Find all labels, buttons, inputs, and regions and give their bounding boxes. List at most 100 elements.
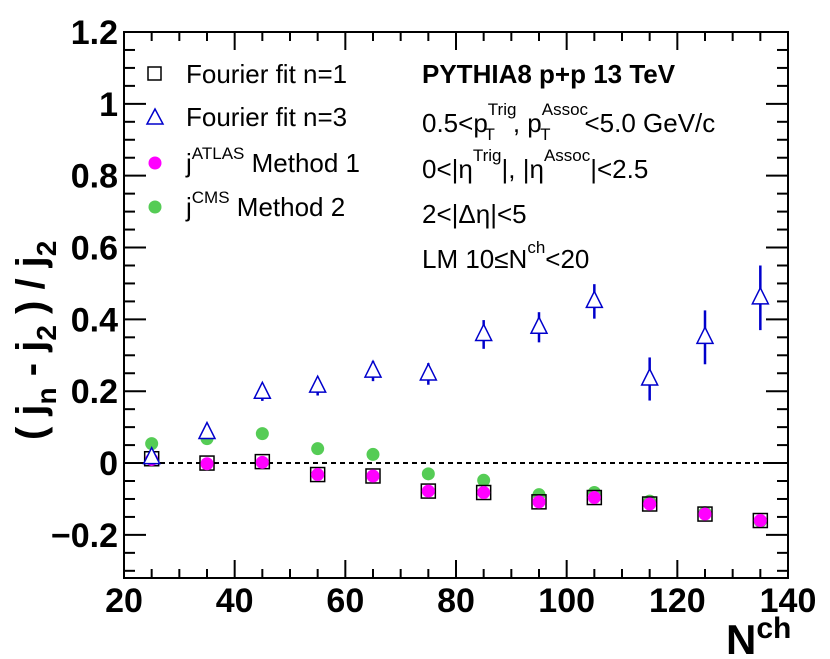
x-tick-label: 80 — [437, 582, 475, 620]
y-tick-label: 0.2 — [71, 373, 118, 411]
x-tick-label: 60 — [326, 582, 364, 620]
data-point-atlas — [477, 486, 491, 500]
legend-4-rest: Method 2 — [230, 192, 346, 222]
pt-sup2: Assoc — [542, 100, 589, 119]
data-point-n1 — [420, 483, 437, 499]
data-point-atlas — [421, 484, 435, 498]
legend-entry-3: jATLAS Method 1 — [185, 144, 360, 178]
annotation-pt: 0.5<pTrig T, pAssoc T <5.0 GeV/c — [422, 100, 715, 144]
legend-4-sup: CMS — [192, 188, 230, 207]
data-point-n3 — [695, 325, 715, 345]
y-tick-label: 0.6 — [71, 230, 118, 268]
data-point-cms — [477, 473, 491, 487]
data-point-atlas — [366, 469, 380, 483]
data-point-n3 — [585, 289, 604, 309]
data-point-n1 — [752, 512, 769, 529]
data-point-atlas — [643, 497, 657, 511]
data-point-cms — [145, 437, 159, 451]
y-title-close: ) / j — [9, 256, 53, 325]
x-title-sup: ch — [756, 612, 791, 645]
x-tick-label: 140 — [760, 582, 817, 620]
pt-prefix: 0.5<p — [422, 108, 488, 138]
x-tick-label: 120 — [649, 582, 706, 620]
data-point-atlas — [753, 514, 767, 528]
data-point-n3 — [363, 359, 383, 378]
eta-mid: |, |η — [502, 154, 544, 184]
legend-entry-4: jCMS Method 2 — [185, 188, 345, 222]
eta-prefix: 0<|η — [422, 154, 473, 184]
x-tick-label: 40 — [216, 582, 254, 620]
axis-ticks — [123, 31, 789, 578]
legend-marker-magenta — [148, 156, 162, 170]
data-point-n3 — [253, 380, 272, 400]
pt-sub: T — [484, 125, 494, 144]
legend-3-main: j — [185, 148, 192, 178]
y-tick-label: −0.2 — [51, 517, 118, 555]
legend-4-main: j — [185, 192, 192, 222]
data-point-n3 — [474, 322, 493, 342]
y-tick-label: 0 — [99, 445, 118, 483]
y-title-open: ( j — [9, 404, 53, 440]
data-point-n1 — [531, 494, 547, 510]
annotations: PYTHIA8 p+p 13 TeV 0.5<pTrig T, pAssoc T <5… — [422, 59, 715, 274]
lm-prefix: LM 10≤N — [422, 244, 527, 274]
annotation-lm: LM 10≤Nch<20 — [422, 238, 589, 274]
y-tick-label: 0.8 — [71, 158, 118, 196]
data-marks — [142, 265, 770, 529]
data-point-cms — [255, 427, 269, 441]
data-point-n3 — [419, 362, 438, 381]
annotation-eta: 0<|ηTrig|, |ηAssoc|<2.5 — [422, 146, 648, 184]
data-point-cms — [366, 447, 380, 461]
data-point-n1 — [309, 466, 326, 483]
data-point-atlas — [200, 457, 214, 471]
legend-marker-green — [148, 200, 162, 214]
y-axis-title: ( jn - j2 ) / j2 — [9, 241, 62, 440]
annotation-deta: 2<|Δη|<5 — [422, 199, 527, 229]
axis-tick-labels: 20 40 60 80 100 120 140 −0.2 0 0.2 0.4 0.6 0.8 1 1.2 — [51, 14, 816, 620]
pt-sup: Trig — [488, 100, 517, 119]
legend-entry-1: Fourier fit n=1 — [186, 59, 347, 89]
x-tick-label: 20 — [105, 582, 143, 620]
data-point-atlas — [311, 468, 325, 482]
data-point-n3 — [142, 445, 161, 465]
pt-suffix: <5.0 GeV/c — [584, 108, 715, 138]
legend-3-rest: Method 1 — [244, 148, 360, 178]
data-point-atlas — [587, 491, 601, 505]
eta-suffix: |<2.5 — [590, 154, 648, 184]
y-title-sub-2b: 2 — [31, 241, 62, 257]
data-point-atlas — [255, 455, 269, 469]
legend-3-sup: ATLAS — [192, 144, 245, 163]
data-point-n1 — [586, 489, 603, 506]
x-tick-label: 100 — [538, 582, 595, 620]
pt-sub2: T — [540, 125, 550, 144]
lm-sup: ch — [527, 238, 545, 257]
x-title-main: N — [726, 616, 756, 659]
data-point-n3 — [197, 420, 217, 440]
eta-sup: Trig — [473, 146, 502, 165]
data-point-n3 — [640, 367, 659, 386]
legend-marker-square — [147, 66, 162, 81]
annotation-title: PYTHIA8 p+p 13 TeV — [422, 59, 676, 89]
y-tick-label: 1 — [99, 86, 118, 124]
lm-suffix: <20 — [545, 244, 589, 274]
data-point-n1 — [475, 484, 492, 501]
legend-entry-2: Fourier fit n=3 — [186, 102, 347, 132]
y-title-sub-n: n — [31, 387, 62, 404]
legend: Fourier fit n=1 Fourier fit n=3 jATLAS M… — [145, 59, 360, 222]
x-axis-title: Nch — [726, 612, 791, 659]
data-point-n3 — [751, 286, 770, 305]
eta-sup2: Assoc — [544, 146, 591, 165]
legend-marker-triangle — [145, 107, 165, 125]
data-point-n1 — [365, 468, 381, 484]
data-point-n3 — [529, 315, 549, 335]
data-point-n1 — [641, 496, 658, 512]
data-point-n1 — [697, 506, 713, 522]
data-point-atlas — [698, 507, 712, 521]
y-tick-label: 1.2 — [71, 14, 118, 52]
data-point-n3 — [308, 374, 327, 393]
data-point-cms — [421, 467, 435, 481]
y-title-sub-2: 2 — [31, 325, 62, 341]
pt-mid: , p — [513, 108, 542, 138]
data-point-atlas — [532, 495, 546, 509]
